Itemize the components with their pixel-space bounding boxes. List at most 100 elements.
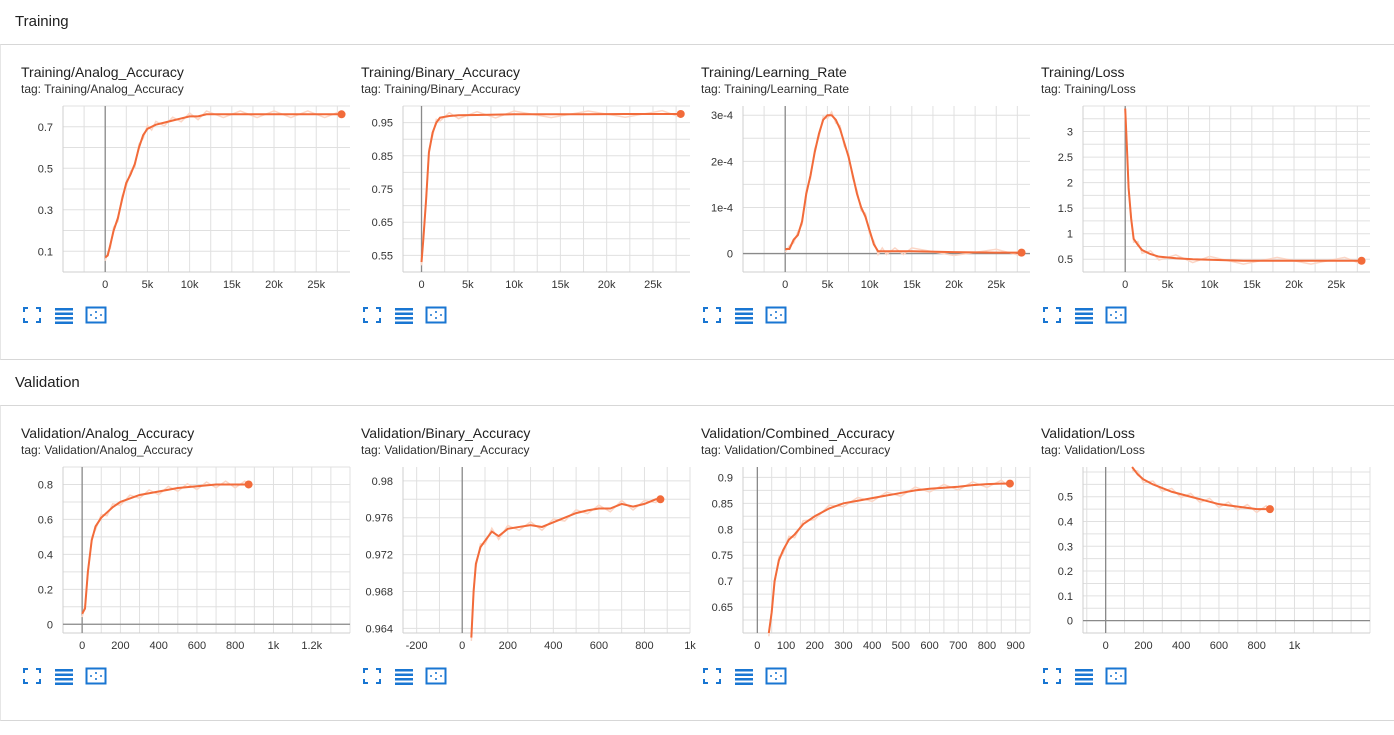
chart-tag: tag: Training/Analog_Accuracy <box>21 82 184 96</box>
y-tick-label: 0.75 <box>712 550 733 562</box>
y-tick-label: 0.4 <box>1058 517 1073 529</box>
y-tick-label: 0.6 <box>38 514 53 526</box>
y-tick-label: 3e-4 <box>711 110 733 122</box>
x-tick-label: 20k <box>1285 279 1303 291</box>
y-tick-label: 0.968 <box>365 587 393 599</box>
chart-tag: tag: Validation/Binary_Accuracy <box>361 443 530 457</box>
y-tick-label: 0.5 <box>38 163 53 175</box>
x-tick-label: 200 <box>111 640 129 652</box>
x-tick-label: 10k <box>861 279 879 291</box>
y-tick-label: 0.964 <box>365 623 393 635</box>
chart-card: Validation/Combined_Accuracy tag: Validat… <box>695 425 1035 735</box>
chart-plot[interactable]: 0 200 400 600 800 1k 0 0.1 0.2 0.3 0.4 0.5 <box>1035 455 1375 655</box>
x-tick-label: 5k <box>822 279 834 291</box>
x-tick-label: 500 <box>892 640 910 652</box>
chart-plot[interactable]: 0 5k 10k 15k 20k 25k 0.5 1 1.5 2 2.5 3 <box>1035 94 1375 294</box>
x-tick-label: 15k <box>1243 279 1261 291</box>
x-tick-label: 400 <box>863 640 881 652</box>
chart-plot[interactable]: 0 5k 10k 15k 20k 25k 0.1 0.3 0.5 0.7 <box>15 94 355 294</box>
x-tick-label: 800 <box>1248 640 1266 652</box>
chart-plot[interactable]: 0 100 200 300 400 500 600 700 800 900 0.65 0.7 0.75 0… <box>695 455 1035 655</box>
fullscreen-icon[interactable] <box>21 305 43 325</box>
x-tick-label: 400 <box>149 640 167 652</box>
fit-domain-icon[interactable] <box>85 305 107 325</box>
data-table-icon[interactable] <box>1073 666 1095 686</box>
y-tick-label: 0.85 <box>372 151 393 163</box>
chart-plot[interactable]: 0 5k 10k 15k 20k 25k 0.55 0.65 0.75 0.85 0.95 <box>355 94 695 294</box>
x-tick-label: 20k <box>265 279 283 291</box>
chart-plot[interactable]: 0 200 400 600 800 1k 1.2k 0 0.2 0.4 0.6 0.8 <box>15 455 355 655</box>
y-tick-label: 0 <box>1067 616 1073 628</box>
chart-card: Training/Analog_Accuracy tag: Training/An… <box>15 64 355 374</box>
fit-domain-icon[interactable] <box>1105 666 1127 686</box>
chart-card: Validation/Loss tag: Validation/Loss 0 200 4… <box>1035 425 1375 735</box>
x-tick-label: 800 <box>226 640 244 652</box>
data-table-icon[interactable] <box>393 666 415 686</box>
fullscreen-icon[interactable] <box>1041 305 1063 325</box>
chart-plot[interactable]: -200 0 200 400 600 800 1k 0.964 0.968 0.972 0.976 0… <box>355 455 696 655</box>
x-tick-label: 800 <box>635 640 653 652</box>
data-table-icon[interactable] <box>733 666 755 686</box>
x-tick-label: 5k <box>1162 279 1174 291</box>
x-tick-label: 700 <box>949 640 967 652</box>
x-tick-label: 15k <box>903 279 921 291</box>
y-tick-label: 1 <box>1067 229 1073 241</box>
x-tick-label: 1k <box>1289 640 1301 652</box>
y-tick-label: 0.7 <box>718 576 733 588</box>
chart-tag: tag: Training/Binary_Accuracy <box>361 82 521 96</box>
fit-domain-icon[interactable] <box>1105 305 1127 325</box>
series-line <box>767 482 1010 634</box>
fit-domain-icon[interactable] <box>85 666 107 686</box>
x-tick-label: 0 <box>1122 279 1128 291</box>
x-tick-label: 800 <box>978 640 996 652</box>
chart-tag: tag: Validation/Combined_Accuracy <box>701 443 891 457</box>
y-tick-label: 0.972 <box>365 550 393 562</box>
data-table-icon[interactable] <box>53 305 75 325</box>
series-line <box>81 483 249 615</box>
y-tick-label: 1e-4 <box>711 202 733 214</box>
y-tick-label: 0.95 <box>372 118 393 130</box>
x-tick-label: 25k <box>1327 279 1345 291</box>
y-tick-label: 0.8 <box>718 524 733 536</box>
chart-tag: tag: Validation/Analog_Accuracy <box>21 443 193 457</box>
x-tick-label: 10k <box>181 279 199 291</box>
x-tick-label: 1.2k <box>301 640 322 652</box>
x-tick-label: 25k <box>987 279 1005 291</box>
fullscreen-icon[interactable] <box>1041 666 1063 686</box>
fit-domain-icon[interactable] <box>425 666 447 686</box>
fullscreen-icon[interactable] <box>701 305 723 325</box>
last-point-marker <box>1017 248 1026 257</box>
chart-card: Validation/Binary_Accuracy tag: Validatio… <box>355 425 696 735</box>
x-tick-label: 200 <box>499 640 517 652</box>
chart-plot[interactable]: 0 5k 10k 15k 20k 25k 0 1e-4 2e-4 3e-4 <box>695 94 1035 294</box>
y-tick-label: 0.2 <box>38 584 53 596</box>
x-tick-label: 25k <box>307 279 325 291</box>
x-tick-label: 100 <box>777 640 795 652</box>
x-tick-label: 5k <box>462 279 474 291</box>
y-tick-label: 0.5 <box>1058 492 1073 504</box>
chart-title: Validation/Loss <box>1041 425 1135 441</box>
data-table-icon[interactable] <box>393 305 415 325</box>
y-tick-label: 0.3 <box>38 205 53 217</box>
series-line <box>104 113 342 259</box>
series-line <box>1124 108 1362 262</box>
fullscreen-icon[interactable] <box>701 666 723 686</box>
y-tick-label: 0.75 <box>372 184 393 196</box>
chart-title: Training/Analog_Accuracy <box>21 64 184 80</box>
fit-domain-icon[interactable] <box>765 666 787 686</box>
data-table-icon[interactable] <box>733 305 755 325</box>
fit-domain-icon[interactable] <box>425 305 447 325</box>
chart-title: Training/Binary_Accuracy <box>361 64 520 80</box>
fullscreen-icon[interactable] <box>361 305 383 325</box>
data-table-icon[interactable] <box>53 666 75 686</box>
y-tick-label: 0.3 <box>1058 541 1073 553</box>
fullscreen-icon[interactable] <box>361 666 383 686</box>
y-tick-label: 0.5 <box>1058 254 1073 266</box>
y-tick-label: 2.5 <box>1058 152 1073 164</box>
y-tick-label: 0 <box>47 619 53 631</box>
y-tick-label: 2e-4 <box>711 156 733 168</box>
fullscreen-icon[interactable] <box>21 666 43 686</box>
fit-domain-icon[interactable] <box>765 305 787 325</box>
data-table-icon[interactable] <box>1073 305 1095 325</box>
x-tick-label: 20k <box>598 279 616 291</box>
